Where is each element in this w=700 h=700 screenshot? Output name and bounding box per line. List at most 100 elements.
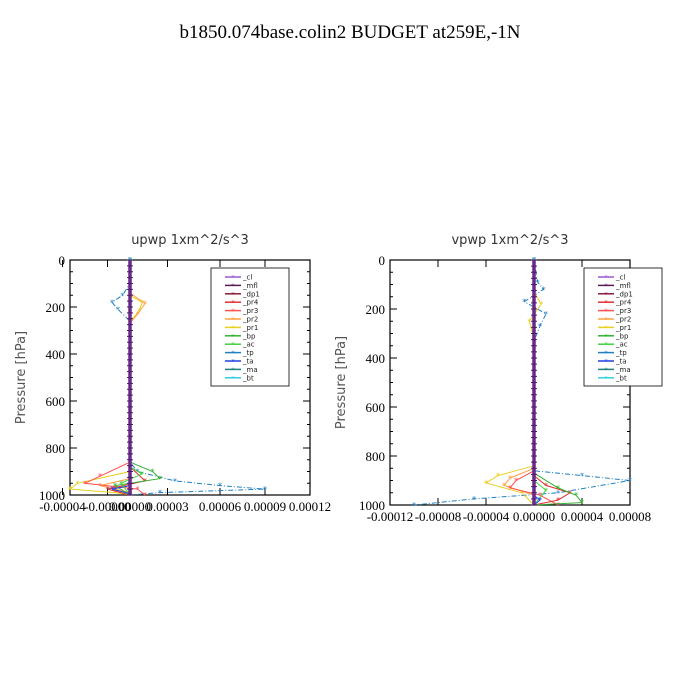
series-line-pr2 — [503, 260, 535, 505]
series-marker-tp: * — [412, 501, 416, 510]
series-marker-tp: * — [218, 482, 222, 491]
legend-marker: * — [604, 324, 608, 332]
series-marker-pr1: * — [539, 300, 543, 309]
series-marker-bp: * — [113, 482, 117, 491]
series-marker-pr3: * — [556, 501, 560, 510]
legend-label: _ac — [615, 341, 628, 349]
series-marker-tp: * — [121, 291, 125, 300]
legend-label: _bt — [242, 374, 254, 382]
legend-label: _pr2 — [615, 316, 631, 324]
series-marker-pr3: * — [143, 491, 147, 500]
y-tick-label: 1000 — [39, 488, 65, 503]
series-marker-pr4: * — [556, 496, 560, 505]
legend-marker: * — [231, 350, 235, 358]
legend-marker: * — [231, 308, 235, 316]
series-marker-tp: * — [472, 495, 476, 504]
series-marker-tp: * — [538, 322, 542, 331]
series-marker-tp: * — [628, 477, 632, 486]
series-marker-pr1: * — [140, 298, 144, 307]
series-marker-tp: * — [173, 477, 177, 486]
legend-marker: * — [231, 324, 235, 332]
x-tick-label: -0.00008 — [415, 509, 462, 524]
x-tick-label: 0.00003 — [146, 499, 188, 514]
y-tick-label: 800 — [366, 449, 386, 464]
series-marker-tp: * — [536, 278, 540, 287]
legend-marker: * — [604, 299, 608, 307]
legend-marker: * — [604, 358, 608, 366]
series-marker-tp: * — [116, 305, 120, 314]
series-line-pr3 — [83, 260, 146, 496]
x-tick-label: 0.00004 — [561, 509, 604, 524]
series-marker-ta: * — [110, 485, 114, 494]
legend-label: _ta — [615, 358, 627, 366]
y-tick-label: 400 — [46, 347, 66, 362]
legend-label: _tp — [615, 349, 627, 357]
series-marker-pr3: * — [136, 485, 140, 494]
legend: * _cl * _mfl * _dp1 * _pr4 * _pr3 * _pr2 * _pr1 * _bp * _… — [583, 267, 663, 387]
legend-label: _dp1 — [242, 290, 260, 298]
x-tick-label: 0.00000 — [109, 499, 151, 514]
y-tick-label: 400 — [366, 351, 386, 366]
y-tick-label: 600 — [46, 394, 66, 409]
series-marker-pr4: * — [544, 481, 548, 490]
legend-label: _pr1 — [615, 324, 631, 332]
legend-label: _ma — [615, 366, 631, 374]
chart-title: vpwp 1xm^2/s^3 — [451, 233, 568, 248]
series-marker-pr4: * — [106, 485, 110, 494]
legend-label: _cl — [242, 274, 252, 282]
legend-marker: * — [231, 316, 235, 324]
legend-label: _mfl — [242, 282, 258, 290]
legend-marker: * — [604, 308, 608, 316]
legend-label: _cl — [615, 274, 625, 282]
x-tick-label: 0.00012 — [289, 499, 331, 514]
series-line-bp — [533, 260, 584, 506]
legend-marker: * — [231, 366, 235, 374]
legend-label: _bt — [615, 374, 627, 382]
y-tick-label: 600 — [366, 400, 386, 415]
series-line-tp — [413, 259, 631, 506]
series-marker-pr3: * — [83, 479, 87, 488]
series-marker-bp: * — [574, 491, 578, 500]
series-marker-pr3: * — [514, 477, 518, 486]
series-marker-tp: * — [580, 472, 584, 481]
series-marker-pr1: * — [527, 317, 531, 326]
legend-marker: * — [231, 358, 235, 366]
series-marker-pr2: * — [502, 481, 506, 490]
legend-marker: * — [604, 282, 608, 290]
legend-label: _pr1 — [242, 324, 258, 332]
series-marker-tp: * — [556, 489, 560, 498]
legend-box — [583, 267, 663, 387]
series-marker-tp: * — [110, 298, 114, 307]
legend-marker: * — [604, 350, 608, 358]
legend-marker: * — [231, 291, 235, 299]
series-marker-bp: * — [151, 468, 155, 477]
y-tick-label: 1000 — [359, 498, 385, 513]
series-marker-pr1: * — [113, 489, 117, 498]
y-tick-label: 800 — [46, 441, 66, 456]
y-tick-label: 0 — [379, 253, 386, 268]
series-marker-pr2: * — [136, 310, 140, 319]
legend-label: _pr3 — [615, 307, 631, 315]
y-axis-label: Pressure [hPa] — [334, 336, 349, 429]
x-tick-label: -0.00004 — [463, 509, 510, 524]
x-tick-label: 0.00000 — [513, 509, 555, 524]
series-marker-pr1: * — [520, 489, 524, 498]
series-line-pr2 — [99, 260, 146, 494]
legend-marker: * — [604, 375, 608, 383]
page-title: b1850.074base.colin2 BUDGET at259E,-1N — [179, 22, 521, 43]
series-marker-ac: * — [119, 479, 123, 488]
series-marker-pr1: * — [484, 479, 488, 488]
legend-label: _ma — [242, 366, 258, 374]
legend-marker: * — [604, 333, 608, 341]
series-marker-pr3: * — [98, 472, 102, 481]
y-tick-label: 0 — [59, 253, 66, 268]
legend-marker: * — [231, 274, 235, 282]
series-marker-pr1: * — [68, 485, 72, 494]
legend-marker: * — [231, 341, 235, 349]
series-marker-ac: * — [140, 470, 144, 479]
y-tick-label: 200 — [366, 302, 386, 317]
series-marker-tp: * — [158, 489, 162, 498]
legend-marker: * — [604, 291, 608, 299]
legend-label: _ta — [242, 358, 254, 366]
